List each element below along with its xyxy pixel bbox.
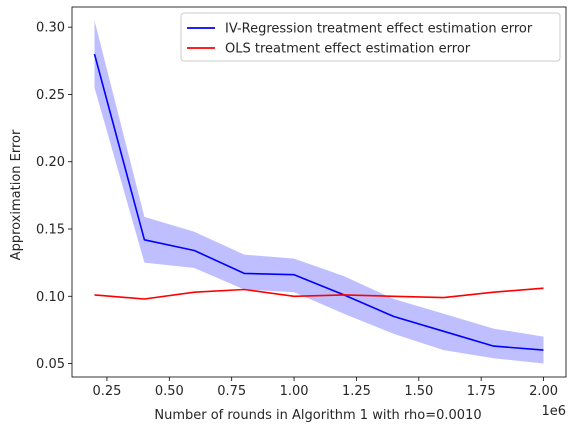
y-tick-label: 0.20 bbox=[36, 155, 65, 170]
x-tick-label: 2.00 bbox=[529, 384, 558, 399]
series-0-band bbox=[94, 20, 544, 364]
y-tick-label: 0.15 bbox=[36, 223, 65, 238]
x-tick-label: 0.75 bbox=[217, 384, 246, 399]
x-tick-label: 1.25 bbox=[342, 384, 371, 399]
y-tick-label: 0.25 bbox=[36, 88, 65, 103]
series-1-line bbox=[94, 287, 544, 300]
series-lines bbox=[93, 53, 544, 351]
series-0-line bbox=[93, 53, 544, 351]
legend-label-1: OLS treatment effect estimation error bbox=[225, 42, 471, 57]
x-axis-offset-label: 1e6 bbox=[541, 404, 566, 419]
x-tick-label: 1.50 bbox=[404, 384, 433, 399]
legend-label-0: IV-Regression treatment effect estimatio… bbox=[225, 22, 533, 37]
plot-area bbox=[71, 6, 567, 378]
x-tick-label: 0.50 bbox=[155, 384, 184, 399]
y-axis-ticks: 0.05 0.10 0.15 0.20 0.25 0.30 bbox=[36, 21, 72, 372]
y-axis-label: Approximation Error bbox=[9, 129, 24, 260]
x-tick-label: 1.75 bbox=[467, 384, 496, 399]
legend: IV-Regression treatment effect estimatio… bbox=[180, 12, 561, 62]
x-tick-label: 0.25 bbox=[92, 384, 121, 399]
y-tick-label: 0.30 bbox=[36, 21, 65, 36]
y-tick-label: 0.05 bbox=[36, 357, 65, 372]
legend-box bbox=[180, 12, 561, 62]
x-axis-label: Number of rounds in Algorithm 1 with rho… bbox=[154, 408, 481, 423]
y-tick-label: 0.10 bbox=[36, 290, 65, 305]
confidence-bands bbox=[94, 20, 544, 364]
axes-frame bbox=[71, 6, 567, 378]
x-tick-label: 1.00 bbox=[280, 384, 309, 399]
x-axis-ticks: 0.25 0.50 0.75 1.00 1.25 1.50 1.75 2.00 bbox=[92, 377, 558, 399]
